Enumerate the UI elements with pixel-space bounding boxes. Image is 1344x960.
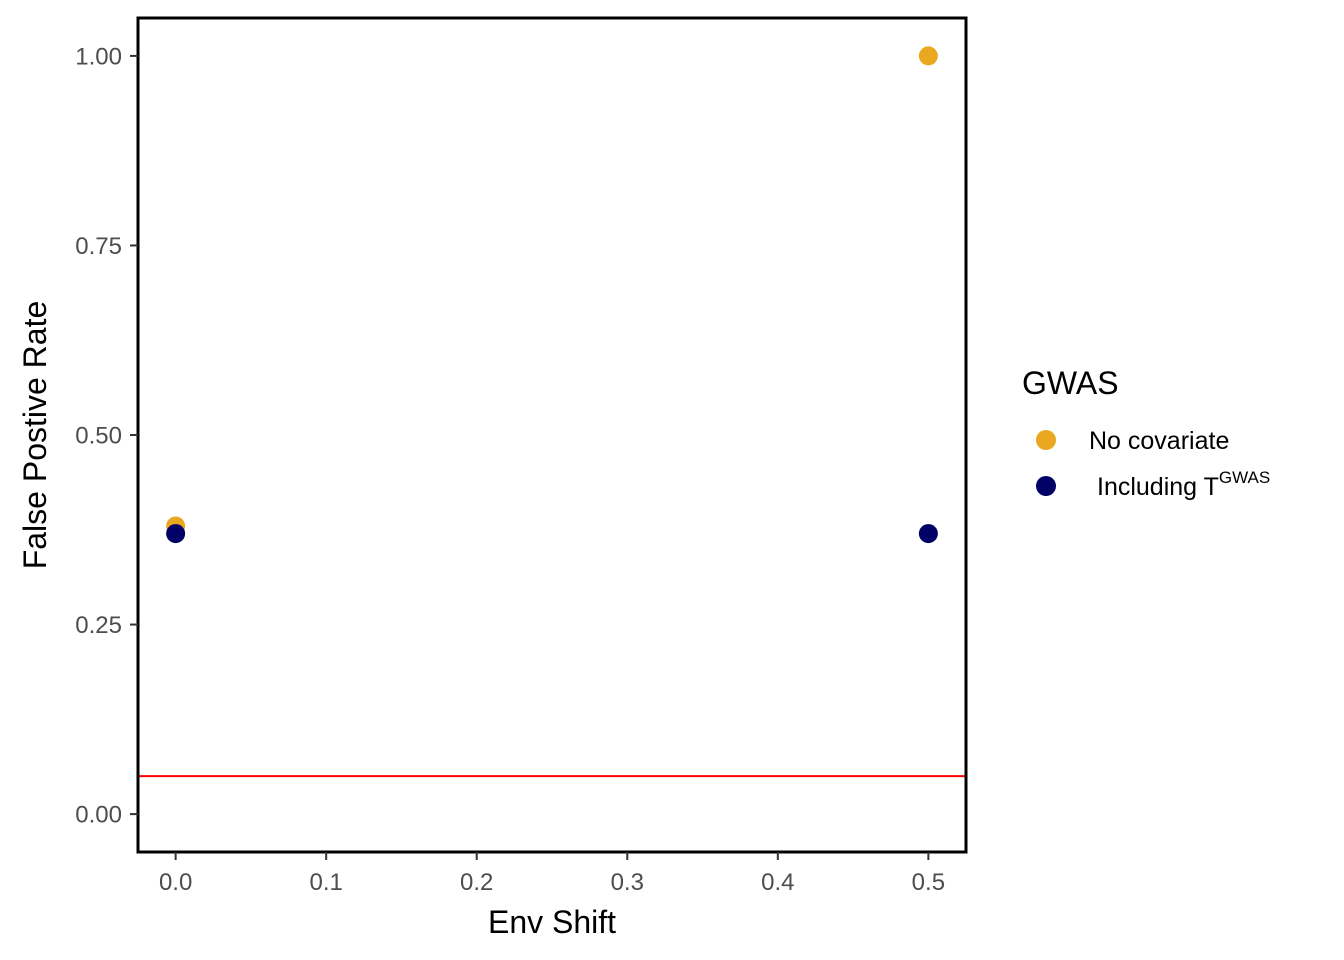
y-axis-title: False Postive Rate: [17, 301, 53, 570]
legend-key-0: [1036, 430, 1056, 450]
legend-label-text: No covariate: [1089, 427, 1229, 455]
legend-label-text: Including T: [1097, 473, 1219, 501]
y-tick-label: 0.75: [75, 233, 122, 260]
y-tick-label: 0.50: [75, 423, 122, 450]
y-tick-label: 0.00: [75, 802, 122, 829]
legend-title: GWAS: [1022, 365, 1119, 401]
y-tick-label: 0.25: [75, 612, 122, 639]
legend-label-superscript: GWAS: [1219, 468, 1270, 487]
x-tick-label: 0.5: [912, 869, 945, 896]
plot-area: 0.0 0.1 0.2 0.3 0.4 0.5 0.00 0.25 0.50 0.75 1.00: [75, 16, 968, 896]
x-tick-label: 0.3: [611, 869, 644, 896]
x-tick-label: 0.4: [761, 869, 794, 896]
x-tick-label: 0.2: [460, 869, 493, 896]
legend-label-1: Including TGWAS: [1097, 468, 1270, 501]
data-point-s0-p1: [918, 46, 938, 66]
data-point-s1-p1: [918, 524, 938, 544]
legend-label-0: No covariate: [1089, 427, 1229, 455]
x-tick-label: 0.1: [309, 869, 342, 896]
x-axis-title: Env Shift: [488, 904, 616, 940]
y-tick-label: 1.00: [75, 43, 122, 70]
legend-key-1: [1036, 476, 1056, 496]
data-point-s1-p0: [166, 524, 186, 544]
x-tick-label: 0.0: [159, 869, 192, 896]
